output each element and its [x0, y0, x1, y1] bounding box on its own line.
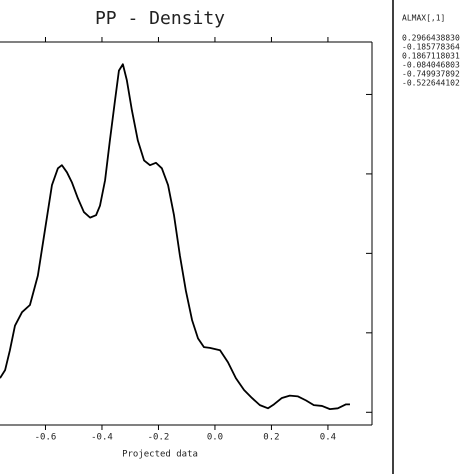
chart-title: PP - Density [95, 8, 225, 29]
panel-values: 0.2966438830-0.1857783640.1867118031-0.0… [402, 34, 460, 88]
x-tick-label: 0.0 [207, 433, 223, 443]
panel-value: 0.1867118031 [402, 52, 460, 61]
panel-value: -0.522644102 [402, 79, 460, 88]
x-tick-label: -0.6 [35, 433, 57, 443]
panel-value: -0.185778364 [402, 43, 460, 52]
x-tick-label: 0.4 [320, 433, 336, 443]
panel-value: 0.2966438830 [402, 34, 460, 43]
x-tick-label: -0.2 [148, 433, 170, 443]
panel-value: -0.749937892 [402, 70, 460, 79]
panel-header: ALMAX[,1] [402, 14, 445, 23]
panel-value: -0.084046803 [402, 61, 460, 70]
density-line [0, 63, 350, 411]
x-axis-label: Projected data [122, 450, 198, 460]
x-tick-label: -0.4 [91, 433, 113, 443]
x-tick-label: 0.2 [263, 433, 279, 443]
